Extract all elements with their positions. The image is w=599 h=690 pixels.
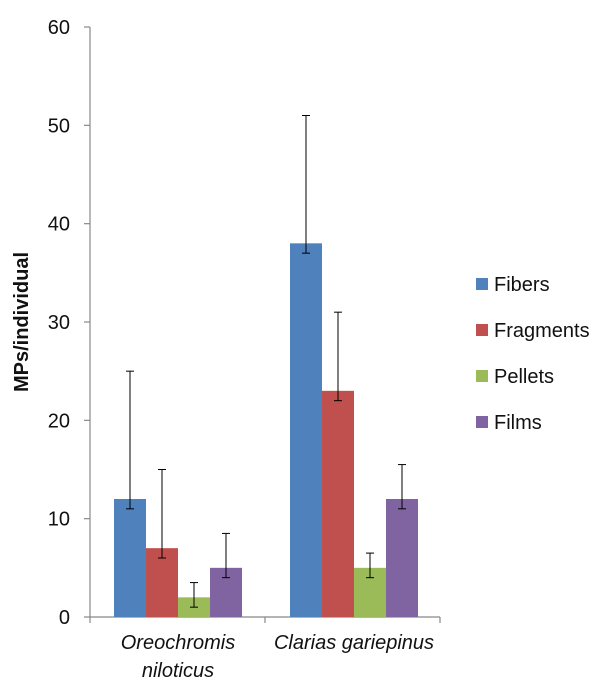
y-tick-label: 30 bbox=[48, 312, 70, 334]
legend-label: Fibers bbox=[494, 274, 550, 296]
legend-swatch bbox=[476, 370, 488, 382]
bar bbox=[114, 499, 146, 617]
legend-label: Films bbox=[494, 412, 542, 434]
x-category-label: Oreochromis bbox=[121, 632, 235, 654]
plot-area: 0 10 20 30 40 50 60 Oreochromis niloticus Clarias… bbox=[48, 17, 441, 682]
legend-swatch bbox=[476, 324, 488, 336]
y-tick-label: 50 bbox=[48, 115, 70, 137]
y-tick-label: 40 bbox=[48, 214, 70, 236]
y-axis-label: MPs/individual bbox=[11, 252, 33, 392]
legend-swatch bbox=[476, 278, 488, 290]
x-category-label: niloticus bbox=[142, 660, 214, 682]
y-tick-label: 60 bbox=[48, 17, 70, 39]
x-category-label: Clarias gariepinus bbox=[274, 632, 434, 654]
bar bbox=[290, 243, 322, 618]
bar bbox=[322, 390, 354, 617]
legend-label: Fragments bbox=[494, 320, 590, 342]
y-tick-label: 20 bbox=[48, 410, 70, 432]
legend-swatch bbox=[476, 416, 488, 428]
bar bbox=[146, 548, 178, 617]
bar bbox=[386, 499, 418, 617]
y-tick-label: 0 bbox=[59, 607, 70, 629]
legend-label: Pellets bbox=[494, 366, 554, 388]
legend: Fibers Fragments Pellets Films bbox=[476, 274, 590, 434]
y-tick-label: 10 bbox=[48, 509, 70, 531]
